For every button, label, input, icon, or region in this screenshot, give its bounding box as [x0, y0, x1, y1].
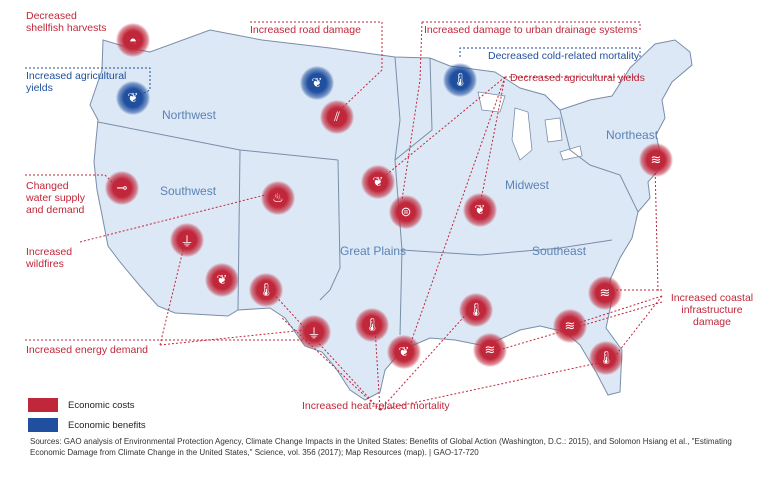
wheat-icon: ❦ — [300, 66, 334, 100]
region-borders — [97, 56, 639, 336]
wheat-icon: ❦ — [205, 263, 239, 297]
coastal-label: Increased coastal infrastructure damage — [670, 292, 754, 328]
region-northwest: Northwest — [162, 108, 217, 122]
heat-mortality-label: Increased heat-related mortality — [302, 400, 450, 412]
energy-demand-label: Increased energy demand — [26, 344, 148, 356]
plug-icon: ⏚ — [170, 223, 204, 257]
ag-increased-label: Increased agricultural yields — [26, 70, 127, 94]
legend-benefits-label: Economic benefits — [68, 420, 146, 431]
drain-icon: ⊜ — [389, 195, 423, 229]
plug-icon: ⏚ — [297, 315, 331, 349]
region-southeast: Southeast — [532, 244, 587, 258]
road-icon: ⫽ — [320, 100, 354, 134]
region-midwest: Midwest — [505, 178, 550, 192]
source-note: Sources: GAO analysis of Environmental P… — [30, 437, 732, 457]
thermometer-icon: 🌡 — [589, 341, 623, 375]
thermometer-icon: 🌡 — [249, 273, 283, 307]
shellfish-label: Decreased shellfish harvests — [26, 10, 107, 34]
legend-swatch-benefits — [28, 418, 58, 432]
region-great-plains: Great Plains — [340, 244, 407, 258]
wheat-icon: ❦ — [387, 335, 421, 369]
faucet-icon: ⊸ — [105, 171, 139, 205]
cold-mortality-label: Decreased cold-related mortality — [488, 50, 640, 62]
water-label: Changed water supply and demand — [26, 180, 85, 216]
fire-icon: ♨ — [261, 181, 295, 215]
wheat-icon: ❦ — [463, 193, 497, 227]
drainage-label: Increased damage to urban drainage syste… — [424, 24, 638, 36]
wheat-icon: ❦ — [116, 81, 150, 115]
wave-icon: ≋ — [473, 333, 507, 367]
wave-icon: ≋ — [553, 309, 587, 343]
wheat-icon: ❦ — [361, 165, 395, 199]
shellfish-icon: ◓ — [116, 23, 150, 57]
thermometer-icon: 🌡 — [355, 308, 389, 342]
wave-icon: ≋ — [588, 276, 622, 310]
legend-swatch-costs — [28, 398, 58, 412]
great-lakes — [477, 91, 583, 161]
thermometer-icon: 🌡 — [443, 63, 477, 97]
legend-costs-label: Economic costs — [68, 400, 135, 411]
ag-decreased-label: Decreased agricultural yields — [510, 72, 645, 84]
wildfires-label: Increased wildfires — [26, 246, 73, 270]
region-northeast: Northeast — [606, 128, 659, 142]
wave-icon: ≋ — [639, 143, 673, 177]
region-southwest: Southwest — [160, 184, 217, 198]
thermometer-icon: 🌡 — [459, 293, 493, 327]
road-damage-label: Increased road damage — [250, 24, 361, 36]
